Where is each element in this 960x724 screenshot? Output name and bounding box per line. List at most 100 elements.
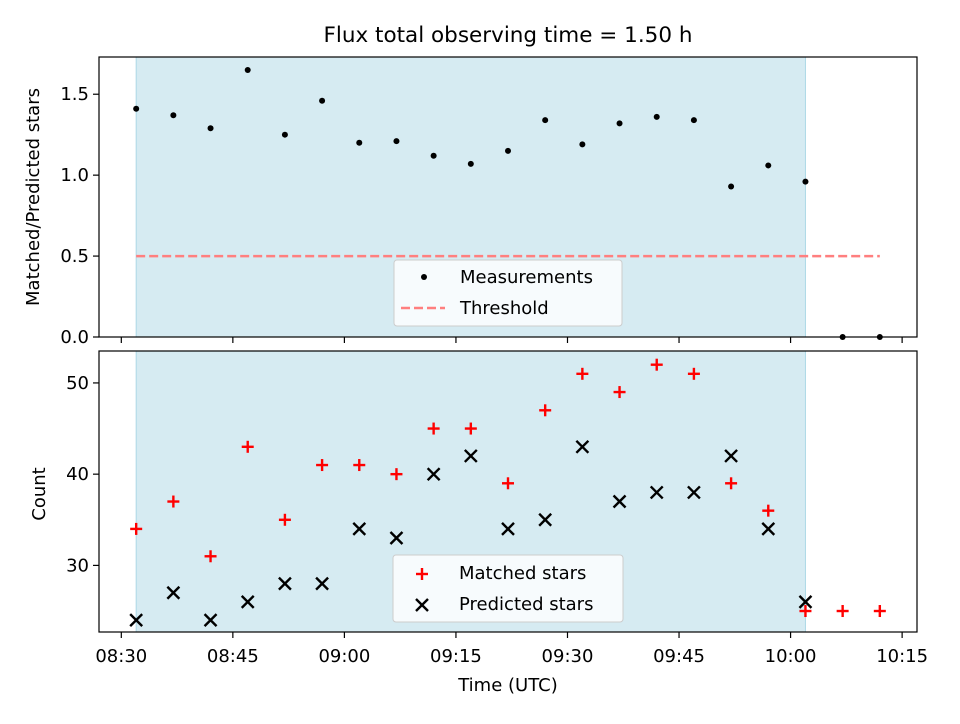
x-marker-stroke (649, 485, 664, 500)
measurement-point (728, 183, 735, 190)
matched-star-point (502, 477, 514, 490)
measurement-point (133, 105, 140, 112)
predicted-star-point (129, 613, 144, 627)
x-marker-stroke (389, 531, 404, 545)
matched-star-point (576, 367, 589, 380)
counts-x-tick-label: 09:30 (542, 646, 594, 667)
measurement-point (393, 138, 400, 145)
matched-star-point (873, 605, 886, 618)
predicted-star-point (463, 449, 478, 463)
matched-legend-marker (416, 568, 428, 580)
matched-star-point (130, 522, 143, 535)
ratio-y-tick-label: 0.0 (60, 327, 89, 348)
predicted-star-point (798, 595, 813, 609)
predicted-star-point (761, 522, 776, 536)
measurement-point (542, 117, 549, 124)
x-marker-stroke (166, 585, 181, 600)
x-marker-stroke (426, 467, 441, 482)
matched-star-point (464, 422, 477, 435)
matched-star-point (204, 550, 217, 563)
x-axis-label: Time (UTC) (457, 675, 558, 696)
measurement-point (281, 131, 288, 138)
predicted-star-point (612, 494, 627, 509)
measurement-point (170, 112, 177, 119)
predicted-legend-marker (415, 598, 429, 612)
predicted-star-point (575, 439, 590, 454)
predicted-star-point (278, 576, 292, 591)
predicted-star-point (649, 485, 664, 500)
matched-star-point (167, 495, 180, 508)
counts-x-tick-label: 08:45 (207, 646, 259, 667)
measurement-point (616, 120, 623, 127)
counts-legend-box (392, 554, 624, 623)
counts-x-tick-label: 08:30 (95, 646, 147, 667)
matched-star-point (687, 367, 700, 380)
x-marker-stroke (278, 576, 292, 591)
matched-star-point (836, 605, 849, 618)
measurement-point (356, 139, 363, 146)
measurements-legend-marker (421, 274, 427, 280)
counts-x-tick-label: 10:15 (876, 646, 928, 667)
ratio-legend: Measurements Threshold (393, 259, 623, 327)
x-marker-stroke (315, 576, 329, 591)
counts-y-tick-label: 40 (66, 464, 89, 485)
counts-y-axis-label: Count (29, 467, 50, 520)
matched-star-point (278, 513, 291, 526)
measurement-point (653, 113, 660, 120)
predicted-star-point (166, 585, 181, 600)
matched-star-point (613, 386, 626, 399)
predicted-star-point (203, 613, 218, 627)
measurement-point (244, 66, 251, 73)
measurement-point (505, 147, 511, 154)
measurement-point (319, 97, 326, 104)
measurement-point (690, 117, 697, 124)
measurement-point (579, 141, 586, 148)
matched-star-point (241, 440, 254, 453)
x-marker-stroke (538, 512, 553, 527)
ratio-panel: 0.0 0.5 1.0 1.5 Matched/Predicted stars Mea… (23, 56, 918, 348)
counts-y-tick-label: 30 (66, 555, 89, 576)
x-marker-stroke (724, 449, 738, 463)
counts-x-tick-label: 09:45 (653, 646, 705, 667)
ratio-panel-frame (98, 56, 918, 338)
matched-star-point (762, 504, 775, 517)
matched-star-point (316, 459, 329, 472)
x-marker-stroke (501, 522, 515, 536)
predicted-star-point (501, 522, 515, 536)
x-marker-stroke (463, 449, 478, 463)
ratio-y-axis-label: Matched/Predicted stars (23, 88, 44, 306)
matched-star-point (799, 605, 812, 618)
measurement-point (467, 160, 474, 167)
ratio-y-tick-label: 1.5 (60, 84, 89, 105)
counts-y-tick-label: 50 (66, 373, 89, 394)
counts-panel-frame (98, 350, 918, 633)
ratio-y-tick-label: 1.0 (60, 165, 89, 186)
x-marker-stroke (203, 613, 218, 627)
chart-title: Flux total observing time = 1.50 h (324, 23, 693, 48)
x-marker-stroke (687, 485, 701, 500)
predicted-star-point (426, 467, 441, 482)
predicted-star-point (538, 512, 553, 527)
counts-x-tick-label: 09:00 (318, 646, 370, 667)
matched-star-point (725, 477, 738, 490)
counts-legend: Matched stars Predicted stars (392, 554, 624, 623)
x-marker-stroke (240, 595, 255, 609)
predicted-legend-label: Predicted stars (459, 594, 593, 615)
threshold-legend-label: Threshold (459, 298, 549, 319)
counts-x-tick-label: 09:15 (430, 646, 482, 667)
measurement-point (802, 178, 809, 185)
matched-legend-label: Matched stars (459, 563, 586, 584)
x-marker-stroke (352, 522, 367, 536)
predicted-star-point (687, 485, 701, 500)
x-marker-stroke (798, 595, 813, 609)
x-marker-stroke (612, 494, 627, 509)
matched-star-point (390, 468, 403, 481)
predicted-star-point (389, 531, 404, 545)
measurement-point (207, 125, 214, 132)
matched-star-point (353, 459, 366, 472)
x-marker-stroke (129, 613, 144, 627)
matched-star-point (427, 422, 440, 435)
predicted-star-point (352, 522, 367, 536)
ratio-y-tick-label: 0.5 (60, 246, 89, 267)
